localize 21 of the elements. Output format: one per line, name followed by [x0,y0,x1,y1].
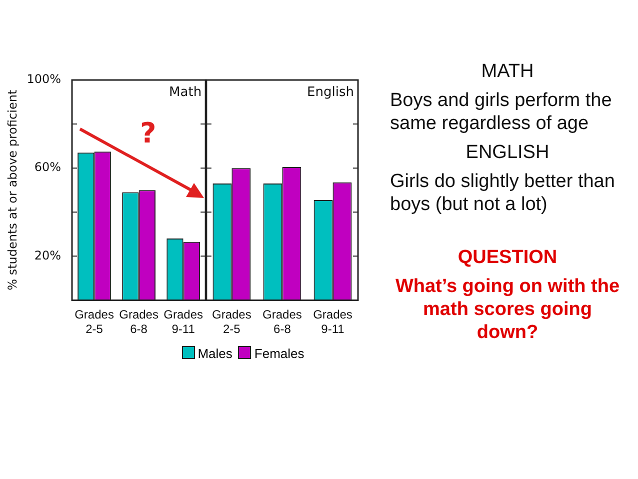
y-axis-title: % students at or above proficient [5,90,20,290]
text: What’s going on with the math scores going down? [394,275,621,344]
chart-title: English [307,84,354,100]
x-tick-label: Grades 6-8 [119,308,158,336]
annotation: ? [140,116,156,150]
x-tick-label: Grades 6-8 [262,308,302,336]
y-tick-label: 60% [34,160,61,174]
text: Boys and girls perform the same regardless of age [390,89,613,135]
text: ENGLISH [464,141,550,164]
x-tick-label: Grades 2-5 [74,308,114,336]
y-tick-label: 100% [26,72,61,86]
legend-label: Females [254,346,304,361]
text: MATH [480,60,535,83]
x-tick-label: Grades 9-11 [164,308,204,336]
x-tick-label: Grades 9-11 [313,308,352,336]
x-tick-label: Grades 2-5 [212,308,252,336]
y-tick-label: 20% [34,248,61,262]
text: Girls do slightly better than boys (but not a lot) [390,170,616,216]
chart-title: Math [169,84,202,100]
legend-label: Males [198,346,232,361]
text: QUESTION [456,246,558,269]
